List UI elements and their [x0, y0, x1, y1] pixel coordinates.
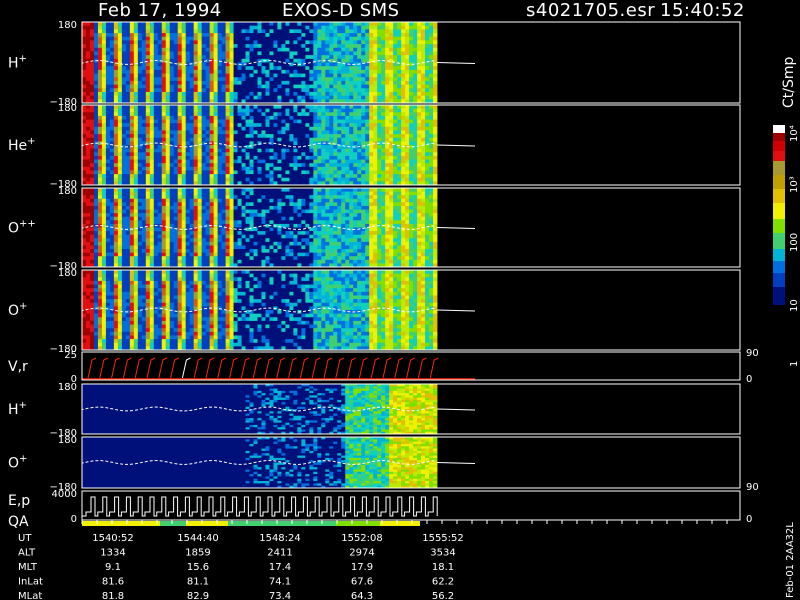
ephemeris-value: 9.1 — [105, 562, 121, 573]
panel-label: E,p — [8, 493, 30, 509]
ephemeris-value: 15.6 — [187, 562, 209, 573]
ephemeris-value: 17.9 — [351, 562, 373, 573]
ephemeris-value: 1334 — [100, 548, 125, 559]
colorbar-label: 10³ — [789, 176, 800, 193]
ephemeris-row-label: UT — [18, 533, 32, 544]
y-tick-top: 25 — [64, 350, 77, 361]
ephemeris-value: 62.2 — [432, 577, 454, 588]
ephemeris-value: 81.1 — [187, 577, 209, 588]
y-tick-top: 180 — [58, 435, 77, 446]
ephemeris-value: 2411 — [267, 548, 292, 559]
right-tick-top: 90 — [746, 348, 759, 359]
ephemeris-value: 81.6 — [102, 577, 124, 588]
ephemeris-value: 56.2 — [432, 591, 454, 600]
ephemeris-value: 1544:40 — [177, 533, 219, 544]
y-tick-top: 180 — [58, 103, 77, 114]
colorbar-label: 10 — [789, 299, 800, 312]
ephemeris-row-label: ALT — [18, 548, 36, 559]
ephemeris-value: 2974 — [349, 548, 374, 559]
panel-label-secondary: QA — [8, 514, 29, 530]
y-tick-top: 180 — [58, 268, 77, 279]
ephemeris-value: 74.1 — [269, 577, 291, 588]
right-tick-bottom: 0 — [746, 374, 752, 385]
ephemeris-value: 1552:08 — [341, 533, 383, 544]
ephemeris-value: 82.9 — [187, 591, 209, 600]
y-tick-bottom: −180 — [50, 344, 77, 355]
colorbar-unit: Ct/Smp — [781, 56, 797, 108]
plot-file: s4021705.esr — [526, 0, 655, 21]
ephemeris-value: 3534 — [430, 548, 455, 559]
heatmap-layer — [81, 22, 476, 526]
ephemeris-value: 1548:24 — [259, 533, 301, 544]
y-tick-bottom: 0 — [71, 514, 77, 525]
panel-label: O+ — [8, 301, 27, 319]
y-tick-bottom: 0 — [71, 374, 77, 385]
y-tick-top: 180 — [58, 20, 77, 31]
ephemeris-value: 1540:52 — [92, 533, 134, 544]
y-tick-bottom: −180 — [50, 428, 77, 439]
y-tick-bottom: −180 — [50, 97, 77, 108]
panel-label: H+ — [8, 54, 27, 72]
ephemeris-value: 64.3 — [351, 591, 373, 600]
ephemeris-value: 1555:52 — [422, 533, 464, 544]
y-tick-top: 4000 — [52, 489, 77, 500]
panel-label: H+ — [8, 400, 27, 418]
y-tick-bottom: −180 — [50, 179, 77, 190]
y-tick-bottom: −180 — [50, 261, 77, 272]
ephemeris-value: 73.4 — [269, 591, 291, 600]
y-tick-top: 180 — [58, 186, 77, 197]
ephemeris-value: 67.6 — [351, 577, 373, 588]
y-tick-bottom: −180 — [50, 482, 77, 493]
right-tick-bottom: 90 — [746, 482, 759, 493]
y-tick-top: 180 — [58, 382, 77, 393]
colorbar-label: 1 — [789, 361, 800, 367]
ephemeris-value: 1859 — [185, 548, 210, 559]
frame-layer — [81, 21, 785, 524]
side-label: Feb-01 2AA32L — [785, 522, 796, 598]
panel-label: O++ — [8, 219, 36, 237]
colorbar-label: 100 — [789, 233, 800, 252]
panel-label: O+ — [8, 454, 27, 472]
ephemeris-value: 81.8 — [102, 591, 124, 600]
panel-label: V,r — [8, 359, 28, 375]
plot-time: 15:40:52 — [660, 0, 745, 21]
ephemeris-row-label: MLT — [18, 562, 38, 573]
ephemeris-row-label: InLat — [18, 577, 43, 588]
text-layer: Feb 17, 1994 EXOS-D SMS s4021705.esr 15:… — [98, 0, 797, 598]
dynamic-text-layer: 11010010³10⁴H+180−180He+180−180O++180−18… — [8, 20, 800, 600]
right-tick-bottom: 0 — [746, 514, 752, 525]
ephemeris-value: 17.4 — [269, 562, 291, 573]
plot-date: Feb 17, 1994 — [98, 0, 222, 21]
colorbar-label: 10⁴ — [789, 125, 800, 142]
plot-instrument: EXOS-D SMS — [282, 0, 400, 21]
ephemeris-row-label: MLat — [18, 591, 42, 600]
ephemeris-value: 18.1 — [432, 562, 454, 573]
panel-label: He+ — [8, 136, 36, 154]
